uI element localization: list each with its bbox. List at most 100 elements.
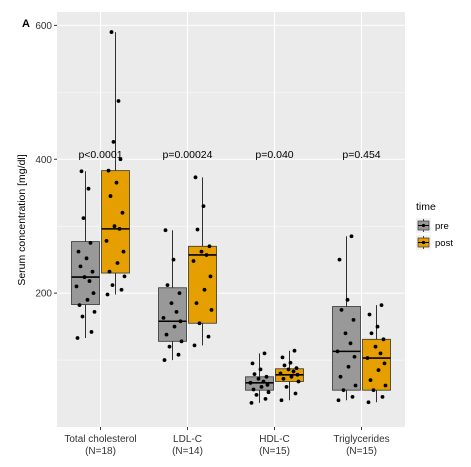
post-data-point [204,253,209,257]
x-tick-label: Triglycerides (N=15) [333,434,389,457]
pre-data-point [81,216,86,221]
post-data-point [105,292,110,297]
pre-data-point [77,303,82,308]
pre-box [158,230,187,361]
pre-data-point [165,283,170,287]
pre-data-point [164,332,169,337]
post-data-point [202,287,207,292]
pre-data-point [78,264,83,269]
pre-data-point [352,354,357,359]
legend-items: pre post [416,218,453,250]
pre-data-point [87,279,92,283]
post-data-point [367,312,372,317]
post-data-point [288,360,293,365]
grid-layer [57,12,405,427]
pre-data-point [336,398,341,403]
legend-item-pre: pre [416,218,449,233]
post-data-point [366,400,371,405]
legend-title: time [416,201,436,213]
post-data-point [371,388,376,393]
pre-data-point [162,358,167,362]
pre-data-point [346,364,351,369]
iqr-box [158,287,187,342]
pre-data-point [161,315,166,320]
p-value-label: p<0.0001 [78,149,122,161]
pre-data-point [82,275,87,279]
pre-data-point [88,241,93,245]
pre-data-point [263,396,268,401]
pre-data-point [171,257,176,262]
pre-data-point [177,291,182,296]
post-data-point [291,369,296,374]
point-layer [74,30,388,405]
post-data-point [289,374,294,379]
post-data-point [281,376,286,381]
pre-data-point [258,367,263,372]
post-data-point [375,324,380,329]
pre-box [332,236,361,401]
pre-data-point [341,388,346,393]
post-data-point [109,30,114,34]
post-data-point [116,99,121,103]
post-data-point [380,394,385,399]
pre-data-point [174,309,179,314]
pre-data-point [265,382,270,387]
pre-data-point [79,169,84,174]
iqr-box [101,170,130,274]
legend-item-post: post [416,235,453,250]
p-value-label: p=0.454 [342,149,380,161]
pre-data-point [266,390,271,395]
post-data-point [208,274,213,279]
post-data-point [295,372,300,377]
post-data-point [284,384,289,389]
pre-data-point [249,401,254,405]
post-data-point [368,378,373,383]
pre-data-point [248,380,253,385]
post-data-point [294,366,299,370]
pre-data-point [256,376,261,381]
post-data-point [110,283,115,287]
post-data-point [207,244,212,249]
post-data-point [376,368,381,373]
pre-data-point [339,307,344,312]
box-layer [71,32,391,403]
post-data-point [108,194,113,198]
pre-data-point [75,336,80,340]
post-data-point [195,227,200,232]
post-data-point [111,139,116,144]
post-data-point [282,363,287,368]
post-data-point [192,343,197,348]
pre-data-point [84,256,89,261]
post-data-point [117,226,122,231]
pre-data-point [250,361,255,366]
pre-data-point [172,324,177,329]
p-value-label: p=0.040 [255,149,293,161]
pre-data-point [264,374,269,379]
pre-data-point [163,228,168,233]
post-data-point [381,337,386,342]
post-data-point [369,331,374,336]
pre-data-point [169,301,174,306]
legend-key-point [421,223,426,228]
post-data-point [201,204,206,209]
x-tick-label: HDL-C (N=15) [259,434,290,457]
legend-label: post [435,238,453,249]
x-tick-label: Total cholesterol (N=18) [64,434,136,457]
post-data-point [121,249,126,254]
post-data-point [296,379,301,384]
pre-data-point [262,351,267,356]
x-tick-label: LDL-C (N=14) [172,434,203,457]
pre-data-point [90,269,95,274]
legend-label: pre [435,221,449,232]
pre-data-point [254,392,259,397]
post-data-point [118,157,123,162]
iqr-box [188,245,217,324]
y-tick-label: 200 [35,289,52,300]
post-data-point [383,383,388,388]
post-data-point [115,261,120,265]
post-data-point [120,210,125,215]
pre-data-point [348,341,353,346]
pre-data-point [176,352,181,357]
post-data-point [279,398,284,403]
